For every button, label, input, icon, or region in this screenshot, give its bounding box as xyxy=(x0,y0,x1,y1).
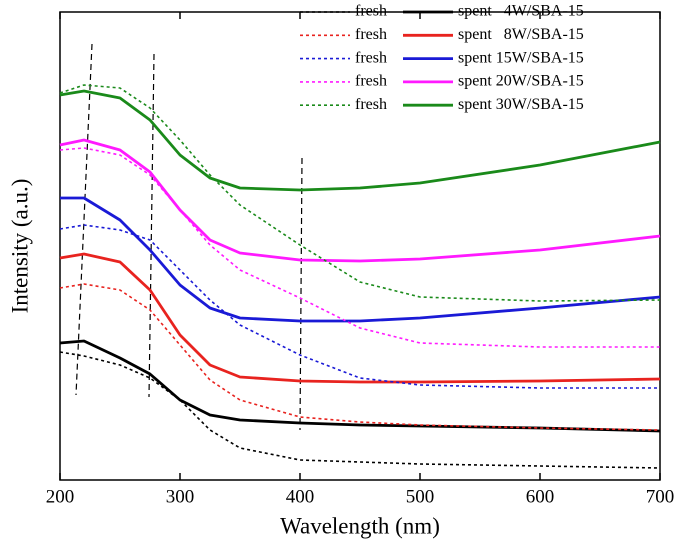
data-line xyxy=(59,147,660,348)
legend-label: spent 20W/SBA-15 xyxy=(458,73,584,90)
plot-frame xyxy=(59,11,661,481)
data-line xyxy=(59,89,661,192)
guide-line xyxy=(148,53,155,398)
legend-label: fresh xyxy=(355,26,387,43)
x-tick-label: 600 xyxy=(526,486,555,507)
data-line xyxy=(59,84,661,302)
legend-label: fresh xyxy=(355,3,387,20)
y-axis-label: Intensity (a.u.) xyxy=(7,179,32,314)
x-axis-label: Wavelength (nm) xyxy=(280,513,440,538)
data-line xyxy=(59,224,660,389)
guide-line xyxy=(75,43,93,396)
x-tick-label: 200 xyxy=(46,486,75,507)
x-tick-label: 500 xyxy=(406,486,435,507)
x-tick-label: 700 xyxy=(646,486,675,507)
data-line xyxy=(59,339,661,433)
legend-label: fresh xyxy=(355,49,387,66)
data-line xyxy=(59,252,661,384)
x-tick-label: 300 xyxy=(166,486,195,507)
legend-label: fresh xyxy=(355,73,387,90)
legend-label: spent 15W/SBA-15 xyxy=(458,49,584,66)
legend-label: spent 8W/SBA-15 xyxy=(458,26,584,43)
legend-label: spent 4W/SBA-15 xyxy=(458,3,584,20)
data-line xyxy=(59,351,661,469)
legend-label: spent 30W/SBA-15 xyxy=(458,96,584,113)
data-line xyxy=(59,283,661,431)
guide-line xyxy=(299,157,303,431)
data-line xyxy=(59,138,661,263)
x-tick-label: 400 xyxy=(286,486,315,507)
data-line xyxy=(60,196,661,323)
legend-label: fresh xyxy=(355,96,387,113)
